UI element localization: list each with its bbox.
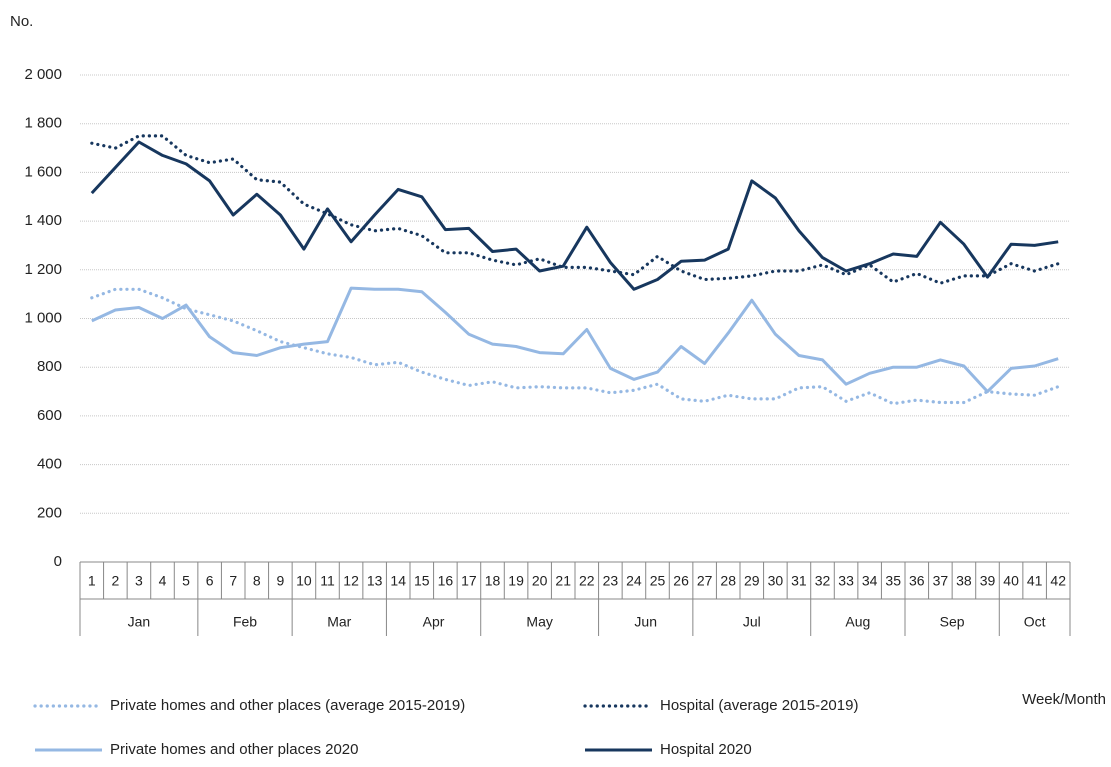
series-line bbox=[90, 140, 1059, 291]
y-tick-label: 1 600 bbox=[24, 163, 62, 180]
legend-label: Hospital 2020 bbox=[660, 741, 752, 758]
x-tick-label: 14 bbox=[390, 573, 406, 589]
x-tick-label: 7 bbox=[229, 573, 237, 589]
y-tick-label: 200 bbox=[37, 504, 62, 521]
y-tick-label: 1 400 bbox=[24, 212, 62, 229]
y-tick-label: 0 bbox=[54, 553, 62, 570]
x-tick-label: 37 bbox=[933, 573, 949, 589]
x-tick-label: 19 bbox=[508, 573, 524, 589]
month-label: May bbox=[526, 614, 552, 630]
x-tick-label: 8 bbox=[253, 573, 261, 589]
x-tick-label: 42 bbox=[1050, 573, 1066, 589]
x-tick-label: 10 bbox=[296, 573, 312, 589]
x-tick-label: 13 bbox=[367, 573, 383, 589]
x-tick-label: 25 bbox=[650, 573, 666, 589]
legend-label: Hospital (average 2015-2019) bbox=[660, 697, 858, 714]
x-tick-label: 28 bbox=[720, 573, 736, 589]
x-tick-label: 27 bbox=[697, 573, 713, 589]
x-tick-label: 21 bbox=[555, 573, 571, 589]
y-tick-label: 2 000 bbox=[24, 66, 62, 83]
x-tick-label: 38 bbox=[956, 573, 972, 589]
x-tick-label: 5 bbox=[182, 573, 190, 589]
x-tick-label: 18 bbox=[485, 573, 501, 589]
x-tick-label: 31 bbox=[791, 573, 807, 589]
x-tick-label: 41 bbox=[1027, 573, 1043, 589]
month-label: Feb bbox=[233, 614, 257, 630]
x-tick-label: 9 bbox=[276, 573, 284, 589]
series-line bbox=[91, 286, 1059, 394]
x-tick-label: 12 bbox=[343, 573, 359, 589]
month-label: Mar bbox=[327, 614, 351, 630]
x-tick-label: 20 bbox=[532, 573, 548, 589]
x-tick-label: 3 bbox=[135, 573, 143, 589]
x-tick-label: 16 bbox=[438, 573, 454, 589]
x-tick-label: 4 bbox=[159, 573, 167, 589]
x-tick-label: 1 bbox=[88, 573, 96, 589]
x-tick-label: 6 bbox=[206, 573, 214, 589]
x-tick-label: 33 bbox=[838, 573, 854, 589]
month-label: Aug bbox=[845, 614, 870, 630]
x-tick-label: 40 bbox=[1003, 573, 1019, 589]
month-label: Apr bbox=[423, 614, 445, 630]
month-label: Jan bbox=[128, 614, 151, 630]
y-tick-label: 1 800 bbox=[24, 115, 62, 132]
x-tick-label: 24 bbox=[626, 573, 642, 589]
x-tick-label: 39 bbox=[980, 573, 996, 589]
x-tick-label: 23 bbox=[603, 573, 619, 589]
y-tick-label: 600 bbox=[37, 407, 62, 424]
legend-label: Private homes and other places (average … bbox=[110, 697, 465, 714]
y-tick-label: 400 bbox=[37, 456, 62, 473]
y-axis-label: No. bbox=[10, 13, 33, 30]
x-axis-label: Week/Month bbox=[1022, 691, 1106, 708]
x-tick-label: 11 bbox=[320, 573, 335, 589]
month-label: Jun bbox=[634, 614, 657, 630]
x-tick-label: 15 bbox=[414, 573, 430, 589]
legend-label: Private homes and other places 2020 bbox=[110, 741, 359, 758]
month-label: Sep bbox=[940, 614, 965, 630]
y-tick-label: 1 000 bbox=[24, 309, 62, 326]
x-tick-label: 36 bbox=[909, 573, 925, 589]
y-tick-label: 800 bbox=[37, 358, 62, 375]
series-line bbox=[90, 287, 1060, 406]
x-tick-label: 17 bbox=[461, 573, 477, 589]
month-label: Jul bbox=[743, 614, 761, 630]
y-tick-label: 1 200 bbox=[24, 261, 62, 278]
x-tick-label: 32 bbox=[815, 573, 831, 589]
x-tick-label: 22 bbox=[579, 573, 595, 589]
x-tick-label: 26 bbox=[673, 573, 689, 589]
x-tick-label: 29 bbox=[744, 573, 760, 589]
series-line bbox=[90, 134, 1060, 285]
x-tick-label: 30 bbox=[768, 573, 784, 589]
x-tick-label: 34 bbox=[862, 573, 878, 589]
x-tick-label: 35 bbox=[885, 573, 901, 589]
month-label: Oct bbox=[1024, 614, 1046, 630]
x-tick-label: 2 bbox=[111, 573, 119, 589]
